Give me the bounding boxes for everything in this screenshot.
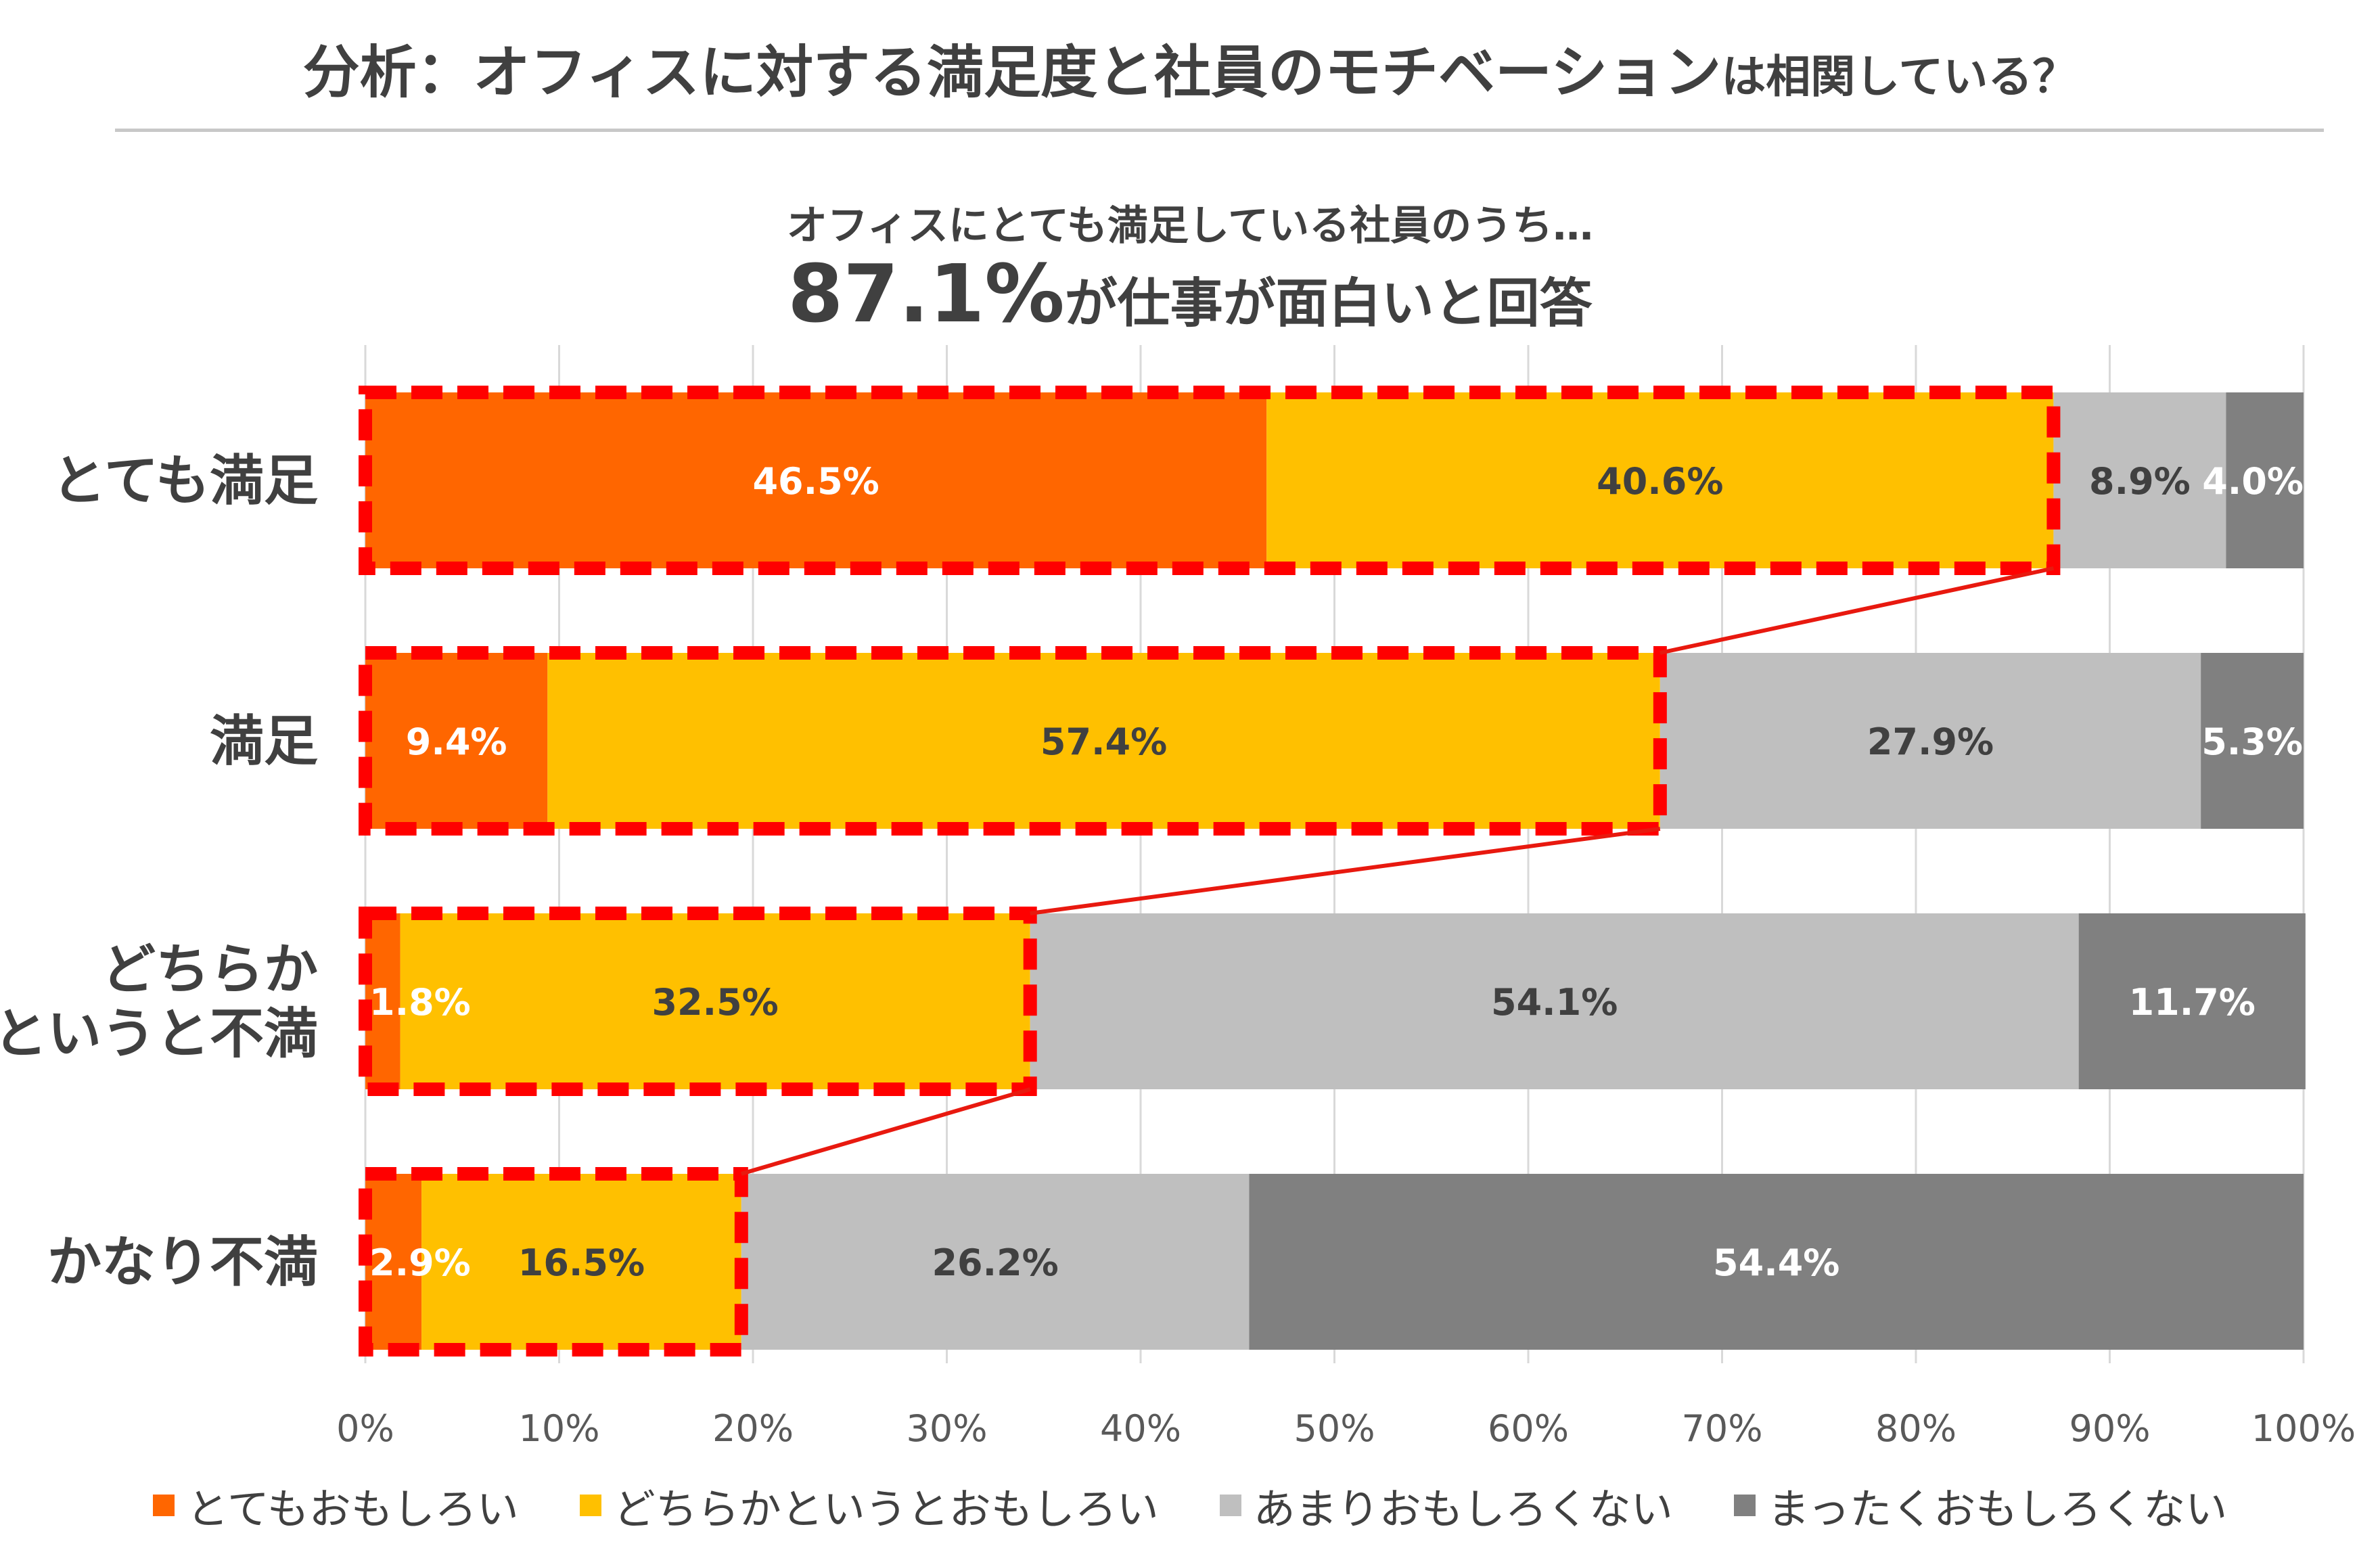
data-label: 11.7% [2129, 981, 2256, 1024]
bar-segment [1030, 913, 2079, 1089]
data-label: 2.9% [369, 1241, 471, 1284]
subtitle-line2-rest: が仕事が面白いと回答 [1064, 273, 1593, 334]
x-tick-label: 100% [2251, 1407, 2356, 1450]
x-tick-label: 40% [1100, 1407, 1181, 1450]
x-tick-label: 70% [1681, 1407, 1762, 1450]
legend-swatch [1219, 1495, 1241, 1516]
data-label: 27.9% [1867, 721, 1994, 763]
bar-segment [2226, 392, 2304, 568]
x-tick-label: 80% [1875, 1407, 1956, 1450]
connector-line [1030, 827, 1661, 915]
legend-item: あまりおもしろくない [1219, 1475, 1673, 1536]
title-suffix: は相関している？ [1721, 51, 2078, 103]
legend-swatch [1733, 1495, 1756, 1516]
bar-segment [421, 1174, 741, 1350]
bar-segment [1660, 653, 2201, 829]
bar-segment [365, 392, 1267, 568]
subtitle-line2: 87.1%が仕事が面白いと回答 [0, 247, 2380, 340]
data-label: 8.9% [2089, 460, 2191, 503]
category-label: というと不満 [0, 1003, 318, 1066]
data-label: 54.4% [1713, 1241, 1839, 1284]
legend-label: とてもおもしろい [186, 1484, 519, 1534]
data-label: 57.4% [1040, 721, 1167, 763]
data-label: 5.3% [2201, 721, 2303, 763]
bar-segment [2078, 913, 2306, 1089]
legend-item: どちらかというとおもしろい [579, 1475, 1159, 1536]
bar-segment [365, 653, 548, 829]
title-main: 分析：オフィスに対する満足度と社員のモチベーション [302, 39, 1722, 106]
x-tick-label: 10% [518, 1407, 599, 1450]
x-tick-label: 60% [1488, 1407, 1569, 1450]
x-tick-label: 0% [336, 1407, 394, 1450]
category-label: どちらか [101, 938, 318, 1001]
bar-segment [547, 653, 1660, 829]
data-label: 4.0% [2202, 460, 2304, 503]
connector-line [1660, 566, 2055, 655]
data-label: 32.5% [651, 981, 778, 1024]
highlight-box [359, 646, 1667, 836]
data-label: 54.1% [1491, 981, 1618, 1024]
bar-segment [1249, 1174, 2304, 1350]
subtitle-line1: オフィスにとても満足している社員のうち… [786, 202, 1594, 250]
legend-item: まったくおもしろくない [1733, 1475, 2228, 1536]
bar-segment [741, 1174, 1250, 1350]
connector-line [740, 1087, 1031, 1176]
bar-segment [365, 1174, 422, 1350]
data-label: 1.8% [369, 981, 471, 1024]
bar-segment [2201, 653, 2304, 829]
title-divider [115, 129, 2324, 132]
legend-swatch [152, 1495, 175, 1516]
bar-segment [400, 913, 1030, 1089]
x-tick-label: 20% [712, 1407, 794, 1450]
bar-segment [1266, 392, 2054, 568]
bar-segment [2053, 392, 2226, 568]
page-title: 分析：オフィスに対する満足度と社員のモチベーションは相関している？ [0, 27, 2380, 109]
legend-swatch [579, 1495, 601, 1516]
category-label: かなり不満 [47, 1231, 318, 1294]
subtitle-highlight: 87.1% [787, 247, 1065, 340]
data-label: 26.2% [932, 1241, 1058, 1284]
legend-label: まったくおもしろくない [1767, 1484, 2228, 1534]
legend-item: とてもおもしろい [152, 1475, 519, 1536]
category-label: 満足 [210, 710, 318, 773]
highlight-box [359, 907, 1037, 1096]
data-label: 40.6% [1597, 460, 1723, 503]
data-label: 46.5% [752, 460, 879, 503]
highlight-box [359, 386, 2061, 575]
x-tick-label: 90% [2069, 1407, 2150, 1450]
x-tick-label: 50% [1294, 1407, 1375, 1450]
chart-legend: とてもおもしろい どちらかというとおもしろい あまりおもしろくない まったくおもしろく… [0, 1475, 2380, 1536]
highlight-box [359, 1167, 748, 1357]
legend-label: あまりおもしろくない [1253, 1484, 1673, 1534]
legend-label: どちらかというとおもしろい [613, 1484, 1159, 1534]
data-label: 9.4% [406, 721, 507, 763]
category-label: とても満足 [51, 449, 318, 512]
x-tick-label: 30% [906, 1407, 987, 1450]
data-label: 16.5% [518, 1241, 645, 1284]
